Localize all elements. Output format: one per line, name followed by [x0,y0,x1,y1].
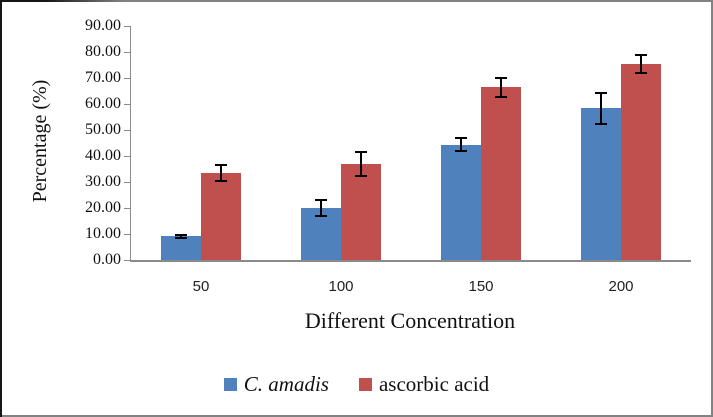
y-tick-label: 0.00 [93,251,121,268]
y-tick-label: 20.00 [85,199,121,216]
y-tick-mark [124,259,130,261]
y-tick-mark [124,155,130,157]
error-bar-cap-top [455,136,467,139]
error-bar-cap-top [315,199,327,202]
error-bar-line [220,164,222,182]
error-bar-line [320,200,322,216]
bar-c-amadis-200 [581,108,621,260]
error-bar-cap-top [215,163,227,166]
bar-ascorbic-acid-150 [481,87,521,260]
bar-ascorbic-acid-50 [201,173,241,260]
error-bar-cap-bottom [495,95,507,98]
y-tick-label: 70.00 [85,69,121,86]
error-bar-cap-bottom [455,150,467,153]
error-bar-cap-bottom [355,175,367,178]
error-bar-cap-bottom [595,122,607,125]
legend-entry-ascorbic-acid: ascorbic acid [358,372,490,396]
y-tick-mark [124,233,130,235]
y-tick-label: 10.00 [85,225,121,242]
bar-ascorbic-acid-200 [621,63,661,260]
y-tick-mark [124,77,130,79]
legend-swatch-ascorbic-acid [358,377,372,391]
y-tick-mark [124,51,130,53]
bar-ascorbic-acid-100 [341,164,381,260]
error-bar-line [600,92,602,124]
error-bar-line [180,234,182,238]
y-tick-label: 30.00 [85,173,121,190]
bar-c-amadis-150 [441,144,481,260]
bar-c-amadis-50 [161,236,201,260]
error-bar-cap-bottom [215,180,227,183]
legend-label-c-amadis: C. amadis [243,372,329,396]
plot-area: 0.00 10.00 20.00 30.00 40.00 50.00 60.00 70.00 8… [85,17,691,295]
y-tick-label: 60.00 [85,95,121,112]
error-bar-cap-bottom [175,236,187,239]
x-tick-label: 200 [608,278,634,295]
y-tick-label: 50.00 [85,121,121,138]
error-bar-cap-bottom [635,71,647,74]
legend-entry-c-amadis: C. amadis [223,372,329,396]
error-bar-line [500,78,502,97]
error-bar-cap-top [595,91,607,94]
error-bar-line [460,137,462,152]
error-bar-cap-bottom [315,214,327,217]
error-bar-cap-top [495,77,507,79]
x-tick-label: 50 [192,278,210,295]
y-tick-label: 40.00 [85,147,121,164]
legend: C. amadis ascorbic acid [2,372,711,396]
error-bar-cap-top [355,151,367,154]
y-tick-label: 90.00 [85,17,121,34]
x-tick-label: 100 [328,278,354,295]
y-tick-mark [124,207,130,209]
legend-swatch-c-amadis [223,377,237,391]
y-tick-mark [124,181,130,183]
legend-label-ascorbic-acid: ascorbic acid [378,372,490,396]
error-bar-cap-top [635,53,647,56]
x-axis-title: Different Concentration [304,308,516,333]
x-tick-label: 150 [468,278,494,295]
y-tick-mark [124,129,130,131]
error-bar-line [360,152,362,176]
y-tick-mark [124,25,130,27]
y-tick-mark [124,103,130,105]
y-tick-label: 80.00 [85,43,121,60]
error-bar-line [640,54,642,73]
error-bar-cap-top [175,233,187,236]
